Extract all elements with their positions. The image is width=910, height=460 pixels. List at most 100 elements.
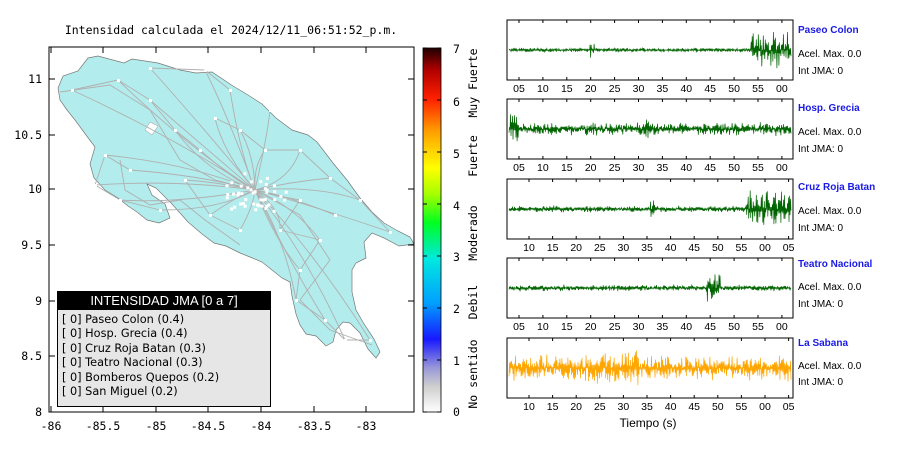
town-marker [241,202,245,206]
road-segment [279,199,301,231]
town-marker [243,204,247,208]
panel-tick-label: 50 [712,242,724,254]
road-segment [254,189,321,241]
map-frame [48,46,415,413]
road-segment [149,99,176,131]
station-int: Int JMA: 0 [798,223,843,234]
waveform-panels: 05 10 15 20 25 30 35 40 45 50 55 00 05 10 15 20 25 30 35 40… [506,19,795,413]
town-marker [299,149,302,152]
panel-tick-label: 20 [585,83,597,95]
road-segment [59,84,373,346]
town-marker [324,319,327,322]
town-marker [239,202,243,206]
waveform-trace [508,190,792,225]
road-segment [299,239,321,271]
town-marker [229,89,232,92]
station-int: Int JMA: 0 [798,377,843,388]
station-int: Int JMA: 0 [798,66,843,77]
town-marker [264,183,268,187]
town-marker [344,339,347,342]
panel-tick-label: 55 [752,321,764,333]
panel-tick-label: 30 [618,401,630,413]
panel-tick-label: 35 [657,321,669,333]
map-y-tick-label: 10.5 [14,128,42,142]
panel-tick-label: 55 [752,83,764,95]
town-marker [264,206,268,210]
waveform-trace [508,350,792,386]
panel-tick-label: 15 [561,162,573,174]
map-x-tick-label: -84 [251,419,272,433]
colorbar-category-label: Fuerte [466,135,480,177]
panel-tick-label: 55 [736,242,748,254]
map-title: Intensidad calculada el 2024/12/11_06:51… [65,23,397,37]
panel-tick-label: 10 [537,162,549,174]
town-marker [295,299,298,302]
station-name: La Sabana [798,338,848,349]
town-marker [236,193,240,197]
station-accel: Acel. Max. 0.0 [798,49,862,60]
colorbar-ticks [423,47,441,413]
waveform-trace [508,31,792,69]
panel-tick-label: 20 [585,162,597,174]
town-marker [159,209,162,212]
panel-tick-label: 00 [776,162,788,174]
waveform-trace [508,114,792,142]
panel-tick-label: 00 [776,83,788,95]
map-y-tick-label: 11 [28,72,42,86]
panel-tick-label: 35 [641,401,653,413]
road-segment [204,69,231,91]
colorbar-category-label: Muy Fuerte [466,48,480,117]
town-marker [204,69,207,72]
panel-tick-label: 05 [783,242,795,254]
map-y-tick-label: 9 [35,294,42,308]
panel-tick-label: 10 [523,401,535,413]
town-marker [299,269,302,272]
colorbar-tick-label: 5 [453,147,460,161]
town-marker [273,190,277,194]
map-y-tick-label: 8.5 [21,349,42,363]
waveform-panel: 10 15 20 25 30 35 40 45 50 55 00 05 [506,178,795,254]
road-segment [117,79,256,191]
panel-tick-label: 35 [641,242,653,254]
town-marker [279,229,282,232]
panel-tick-label: 55 [736,401,748,413]
town-marker [389,231,392,234]
town-marker [239,229,242,232]
colorbar-category-label: Debil [466,285,480,320]
town-marker [265,190,269,194]
colorbar-category-label: No sentido [466,339,480,408]
town-marker [174,129,177,132]
panel-tick-label: 45 [688,242,700,254]
panel-tick-label: 00 [759,401,771,413]
town-marker [209,214,212,217]
road-segment [254,189,301,271]
town-marker [117,79,120,82]
panel-tick-label: 20 [585,321,597,333]
legend-row: [ 0] Hosp. Grecia (0.4) [62,327,188,341]
road-segment [209,214,241,231]
panel-tick-label: 50 [728,321,740,333]
station-name: Teatro Nacional [798,259,872,270]
station-accel: Acel. Max. 0.0 [798,361,862,372]
town-marker [260,204,264,208]
town-marker [259,198,263,202]
town-marker [225,184,229,188]
town-marker [244,198,248,202]
town-marker [254,208,258,212]
map-x-tick-label: -83.5 [297,419,332,433]
panel-tick-label: 00 [759,242,771,254]
town-markers [71,67,392,342]
town-marker [249,188,253,192]
map-x-tick-label: -83 [356,419,377,433]
panel-tick-label: 30 [633,162,645,174]
town-marker [283,198,287,202]
town-marker [272,209,276,213]
colorbar-tick-label: 6 [453,95,460,109]
town-marker [334,214,337,217]
town-marker [329,177,332,180]
town-marker [240,192,244,196]
town-marker [319,239,322,242]
road-segment [117,79,151,101]
town-marker [71,89,74,92]
road-network [59,67,391,346]
